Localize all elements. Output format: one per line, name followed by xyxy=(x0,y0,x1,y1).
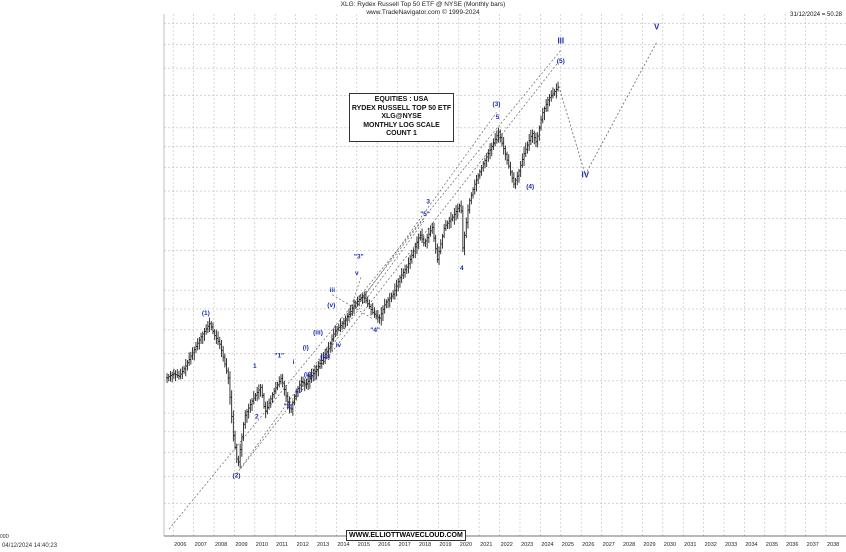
info-line: COUNT 1 xyxy=(386,130,417,138)
wave-label: i xyxy=(293,359,295,366)
x-tick-label: 2034 xyxy=(745,542,757,548)
x-tick-label: 2020 xyxy=(460,542,472,548)
wave-label: "1" xyxy=(274,352,284,359)
x-tick-label: 2011 xyxy=(276,542,288,548)
x-tick-label: 2016 xyxy=(378,542,390,548)
x-tick-label: 2036 xyxy=(786,542,798,548)
wave-label: (2) xyxy=(232,473,240,480)
x-tick-label: 2029 xyxy=(643,542,655,548)
x-tick-label: 2010 xyxy=(256,542,268,548)
info-line: RYDEX RUSSELL TOP 50 ETF xyxy=(351,104,452,112)
x-tick-label: 2025 xyxy=(562,542,574,548)
x-tick-label: 2031 xyxy=(684,542,696,548)
x-tick-label: 2019 xyxy=(439,542,451,548)
wave-label: IV xyxy=(581,170,589,179)
info-line: MONTHLY LOG SCALE xyxy=(363,121,440,129)
timestamp: 04/12/2024 14:40:23 xyxy=(2,543,58,549)
x-tick-label: 2014 xyxy=(337,542,349,548)
wave-label: v xyxy=(355,270,359,277)
wave-label: (v) xyxy=(327,302,335,309)
x-tick-label: 2035 xyxy=(766,542,778,548)
x-tick-label: 2022 xyxy=(501,542,513,548)
info-box: EQUITIES : USA RYDEX RUSSELL TOP 50 ETF … xyxy=(349,93,454,142)
x-tick-label: 2037 xyxy=(807,542,819,548)
x-tick-label: 2017 xyxy=(399,542,411,548)
last-bar-readout: 31/12/2024 = 50.28 xyxy=(790,12,842,18)
x-tick-label: 2013 xyxy=(317,542,329,548)
website-label: WWW.ELLIOTTWAVECLOUD.COM xyxy=(346,530,466,541)
x-tick-label: 2009 xyxy=(235,542,247,548)
wave-label: ii xyxy=(297,388,301,395)
x-tick-label: 2015 xyxy=(358,542,370,548)
info-line: XLG@NYSE xyxy=(381,113,422,121)
wave-label: 2 xyxy=(255,414,259,421)
projection-line xyxy=(558,42,658,176)
x-tick-label: 2006 xyxy=(174,542,186,548)
x-tick-label: 2021 xyxy=(480,542,492,548)
wave-label: (3) xyxy=(493,101,501,108)
wave-label: (1) xyxy=(202,310,210,317)
wave-label: iii xyxy=(330,287,336,294)
x-tick-label: 2038 xyxy=(827,542,839,548)
wave-label: iv xyxy=(336,342,342,349)
wave-label: (i) xyxy=(303,345,309,352)
chart-title-line1: XLG: Rydex Russell Top 50 ETF @ NYSE (Mo… xyxy=(340,1,506,8)
wave-label: 1 xyxy=(253,363,257,370)
wave-label: "5" xyxy=(420,211,430,218)
wave-label: (5) xyxy=(557,58,565,65)
info-line: EQUITIES : USA xyxy=(374,96,429,103)
x-tick-label: 2012 xyxy=(297,542,309,548)
channel-line xyxy=(360,218,425,300)
wave-label: (ii) xyxy=(304,371,312,378)
wave-label: 3 xyxy=(426,199,430,206)
wave-label: "3" xyxy=(354,254,364,261)
x-tick-label: 2026 xyxy=(582,542,594,548)
x-tick-label: 2033 xyxy=(725,542,737,548)
wave-label: (iii) xyxy=(313,329,323,336)
chart-title: XLG: Rydex Russell Top 50 ETF @ NYSE (Mo… xyxy=(0,1,846,17)
corner-label: 00D xyxy=(0,534,10,540)
channel-line xyxy=(168,50,562,530)
chart-title-line2: www.TradeNavigator.com © 1999-2024 xyxy=(366,9,480,16)
x-tick-label: 2007 xyxy=(195,542,207,548)
wave-label: "4" xyxy=(370,327,380,334)
x-tick-label: 2008 xyxy=(215,542,227,548)
x-tick-label: 2024 xyxy=(541,542,553,548)
wave-label: 5 xyxy=(496,114,500,121)
wave-label: V xyxy=(654,23,660,32)
chart-grid xyxy=(163,14,846,537)
x-tick-label: 2028 xyxy=(623,542,635,548)
x-tick-label: 2032 xyxy=(705,542,717,548)
x-tick-label: 2023 xyxy=(521,542,533,548)
channel-lines xyxy=(168,50,562,530)
x-tick-label: 2027 xyxy=(603,542,615,548)
wave-label: (iv) xyxy=(320,354,330,361)
price-bars xyxy=(165,81,560,469)
wave-label: (4) xyxy=(526,184,534,191)
x-tick-label: 2030 xyxy=(664,542,676,548)
wave-label: III xyxy=(557,37,564,46)
wave-labels: (1)(2)12"1""2"iii(i)(ii)(iii)(iv)(v)iiii… xyxy=(202,23,660,480)
x-tick-label: 2018 xyxy=(419,542,431,548)
projection-path xyxy=(558,42,658,176)
wave-label: "2" xyxy=(284,403,294,410)
x-axis-ticks: 2006 2007 2008 2009 2010 2011 2012 2013 2014 2015… xyxy=(174,542,839,548)
wave-label: 4 xyxy=(460,265,464,272)
